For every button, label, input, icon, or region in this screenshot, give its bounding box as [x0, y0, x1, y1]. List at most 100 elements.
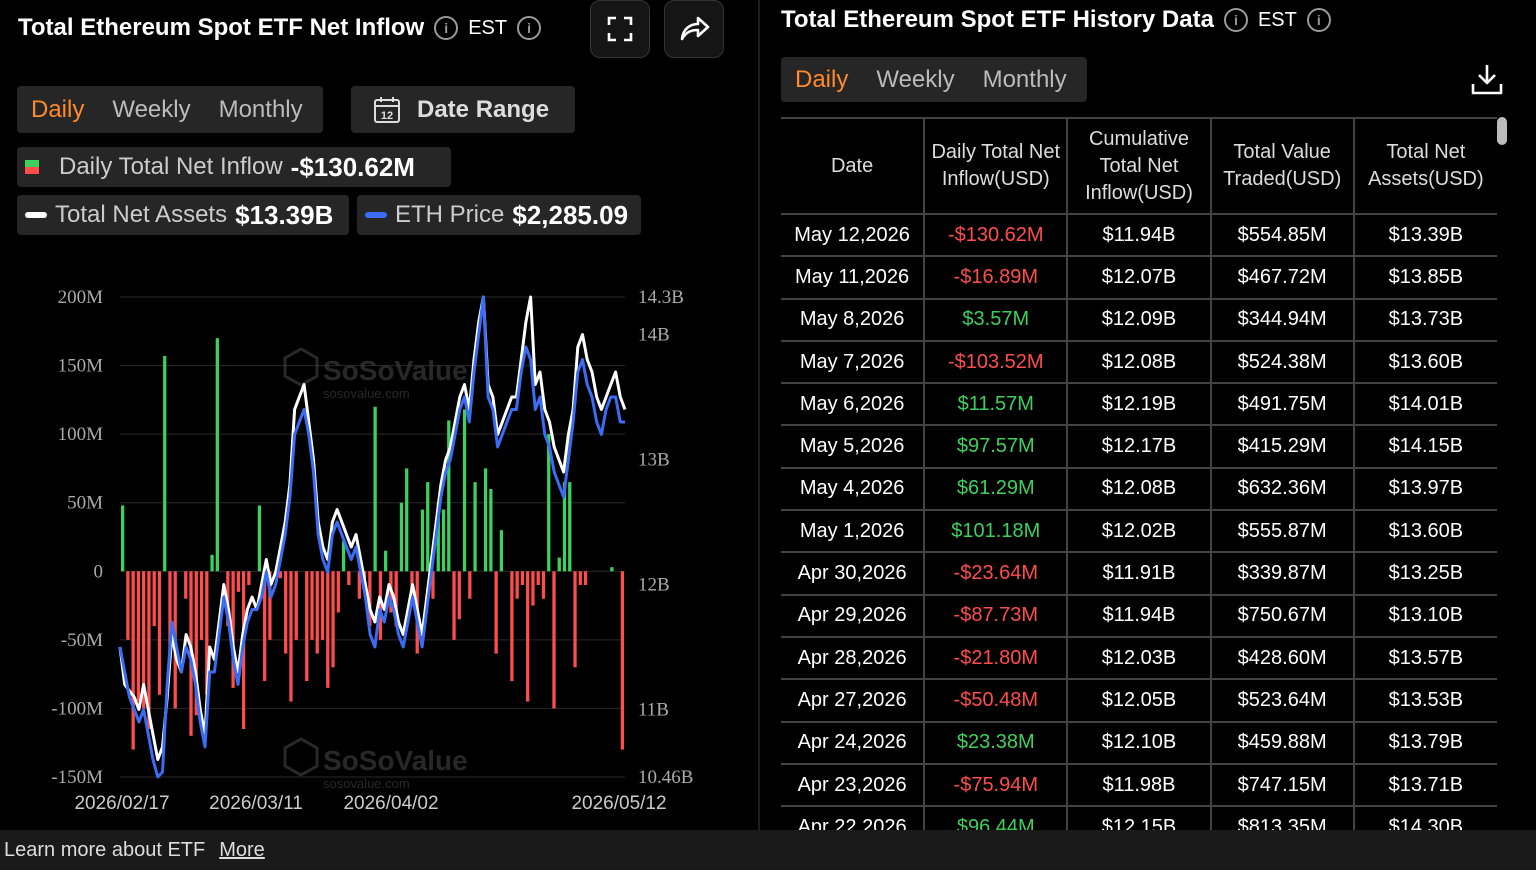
legend-daily-inflow[interactable]: Daily Total Net Inflow -$130.62M — [17, 147, 451, 187]
table-cell: $12.03B — [1066, 636, 1211, 681]
info-icon[interactable]: i — [434, 16, 459, 40]
inflow-bar — [399, 502, 404, 572]
period-tabs: Daily Weekly Monthly — [17, 86, 323, 133]
legend-total-assets[interactable]: Total Net Assets $13.39B — [17, 195, 349, 235]
history-tab-weekly[interactable]: Weekly — [876, 65, 955, 93]
inflow-bar — [315, 571, 319, 654]
table-cell: May 1,2026 — [781, 510, 925, 554]
inflow-bar — [457, 571, 461, 620]
watermark-logo-icon — [283, 737, 319, 777]
table-cell: $12.10B — [1066, 721, 1211, 765]
table-cell: $12.08B — [1066, 340, 1211, 385]
inflow-bar — [320, 571, 325, 640]
table-cell: $339.87M — [1209, 552, 1354, 596]
tab-monthly[interactable]: Monthly — [218, 95, 303, 123]
inflow-bar — [510, 571, 514, 681]
y-left-tick-label: -150M — [51, 767, 103, 788]
inflow-bar — [441, 509, 446, 572]
fullscreen-button[interactable] — [590, 0, 650, 58]
table-row[interactable]: Apr 28,2026 -$21.80M $12.03B $428.60M $13.57… — [781, 636, 1497, 681]
table-row[interactable]: May 1,2026 $101.18M $12.02B $555.87M $13.60B — [781, 510, 1497, 554]
table-row[interactable]: Apr 30,2026 -$23.64M $11.91B $339.87M $13.25… — [781, 552, 1497, 596]
y-right-tick-label: 12B — [638, 575, 670, 596]
date-range-label: Date Range — [417, 95, 550, 123]
legend-inflow-label: Daily Total Net Inflow — [59, 153, 283, 180]
table-cell: -$87.73M — [923, 594, 1068, 638]
download-icon — [1471, 65, 1503, 95]
inflow-bar — [184, 571, 188, 599]
table-cell: $554.85M — [1209, 214, 1354, 258]
table-row[interactable]: Apr 23,2026 -$75.94M $11.98B $747.15M $13.71… — [781, 763, 1497, 808]
inflow-bar — [410, 571, 414, 592]
history-timezone-info-icon[interactable]: i — [1306, 8, 1331, 32]
inflow-bar — [284, 571, 288, 654]
inflow-bar — [305, 571, 309, 681]
inflow-bar — [541, 571, 546, 599]
watermark-subtext: sosovalue.com — [323, 386, 410, 401]
table-cell: $3.57M — [923, 298, 1068, 342]
inflow-bar — [473, 482, 477, 572]
table-row[interactable]: Apr 27,2026 -$50.48M $12.05B $523.64M $13.53… — [781, 679, 1497, 723]
table-row[interactable]: Apr 29,2026 -$87.73M $11.94B $750.67M $13.10… — [781, 594, 1497, 638]
date-range-button[interactable]: 12 Date Range — [351, 86, 575, 133]
table-row[interactable]: May 11,2026 -$16.89M $12.07B $467.72M $13.85… — [781, 256, 1497, 300]
inflow-bar — [552, 571, 556, 709]
table-row[interactable]: Apr 22,2026 $96.44M $12.15B $813.35M $14.30B — [781, 806, 1497, 830]
inflow-bar — [215, 338, 219, 572]
col-cumulative-inflow: Cumulative Total Net Inflow(USD) — [1066, 117, 1211, 215]
inflow-bar — [384, 550, 388, 572]
table-cell: May 8,2026 — [781, 298, 925, 342]
table-row[interactable]: May 5,2026 $97.57M $12.17B $415.29M $14.15B — [781, 425, 1497, 469]
timezone-info-icon[interactable]: i — [517, 16, 542, 40]
history-tab-daily[interactable]: Daily — [795, 65, 849, 93]
inflow-bar — [268, 571, 272, 640]
table-cell: $12.17B — [1066, 425, 1211, 469]
inflow-bar — [610, 567, 614, 572]
inflow-bar — [331, 571, 335, 668]
table-row[interactable]: May 7,2026 -$103.52M $12.08B $524.38M $13.60… — [781, 340, 1497, 385]
legend-eth-price[interactable]: ETH Price $2,285.09 — [357, 195, 641, 235]
inflow-bar — [131, 571, 135, 750]
table-row[interactable]: May 6,2026 $11.57M $12.19B $491.75M $14.01B — [781, 383, 1497, 427]
tab-weekly[interactable]: Weekly — [112, 95, 191, 123]
y-right-tick-label: 10.46B — [638, 767, 693, 788]
inflow-bar — [194, 571, 198, 716]
history-title: Total Ethereum Spot ETF History Data i E… — [781, 6, 1331, 34]
table-cell: May 5,2026 — [781, 425, 925, 469]
history-info-icon[interactable]: i — [1223, 8, 1248, 32]
legend-eth-value: $2,285.09 — [512, 199, 629, 230]
watermark-logo-icon — [283, 347, 319, 387]
watermark-text: SoSoValue — [323, 355, 468, 386]
table-row[interactable]: Apr 24,2026 $23.38M $12.10B $459.88M $13.79B — [781, 721, 1497, 765]
table-cell: $555.87M — [1209, 510, 1354, 554]
more-link[interactable]: More — [219, 838, 265, 861]
table-cell: -$75.94M — [923, 763, 1068, 808]
table-cell: $12.15B — [1066, 806, 1211, 830]
col-value-traded: Total Value Traded(USD) — [1209, 117, 1354, 215]
table-row[interactable]: May 4,2026 $61.29M $12.08B $632.36M $13.97B — [781, 467, 1497, 512]
history-table: Date Daily Total Net Inflow(USD) Cumulat… — [781, 117, 1497, 830]
table-row[interactable]: May 12,2026 -$130.62M $11.94B $554.85M $13.3… — [781, 214, 1497, 258]
history-table-container[interactable]: Date Daily Total Net Inflow(USD) Cumulat… — [781, 117, 1497, 830]
download-button[interactable] — [1470, 62, 1504, 101]
table-row[interactable]: May 8,2026 $3.57M $12.09B $344.94M $13.73B — [781, 298, 1497, 342]
eth-swatch-icon — [365, 212, 387, 218]
tab-daily[interactable]: Daily — [31, 95, 85, 123]
history-tab-monthly[interactable]: Monthly — [982, 65, 1067, 93]
table-cell: Apr 30,2026 — [781, 552, 925, 596]
net-inflow-chart[interactable]: 200M 150M 100M 50M 0 -50M -100M -150M 14.3B 14B 13… — [0, 280, 758, 830]
table-scrollbar[interactable] — [1497, 117, 1507, 145]
table-cell: $813.35M — [1209, 806, 1354, 830]
table-cell: $344.94M — [1209, 298, 1354, 342]
footer: Learn more about ETF More — [0, 830, 1536, 870]
y-left-tick-label: 0 — [94, 561, 104, 582]
table-cell: May 7,2026 — [781, 340, 925, 385]
table-cell: $12.05B — [1066, 679, 1211, 723]
table-cell: $97.57M — [923, 425, 1068, 469]
share-button[interactable] — [664, 0, 724, 58]
inflow-bar — [547, 434, 551, 572]
inflow-bar — [126, 571, 130, 640]
inflow-bar — [263, 571, 267, 681]
net-inflow-title: Total Ethereum Spot ETF Net Inflow i EST… — [18, 14, 542, 42]
